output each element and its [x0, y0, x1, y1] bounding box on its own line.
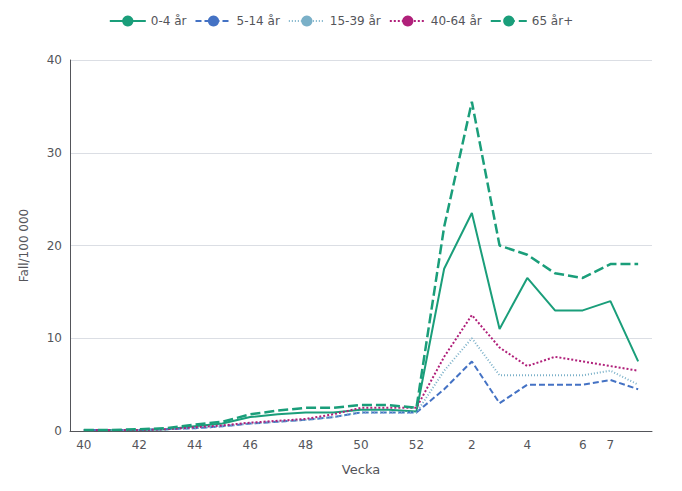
svg-text:4: 4	[523, 438, 531, 452]
svg-text:20: 20	[47, 239, 62, 253]
svg-text:40: 40	[76, 438, 91, 452]
svg-text:40-64 år: 40-64 år	[431, 14, 482, 28]
svg-text:30: 30	[47, 146, 62, 160]
svg-text:50: 50	[353, 438, 368, 452]
svg-text:15-39 år: 15-39 år	[330, 14, 381, 28]
svg-text:46: 46	[243, 438, 258, 452]
svg-text:Vecka: Vecka	[342, 462, 380, 477]
svg-text:52: 52	[409, 438, 424, 452]
svg-text:7: 7	[607, 438, 615, 452]
svg-text:10: 10	[47, 331, 62, 345]
svg-text:40: 40	[47, 53, 62, 67]
svg-text:Fall/100 000: Fall/100 000	[17, 209, 31, 283]
svg-text:44: 44	[187, 438, 202, 452]
svg-text:0: 0	[54, 424, 62, 438]
svg-text:48: 48	[298, 438, 313, 452]
svg-text:0-4 år: 0-4 år	[151, 14, 187, 28]
svg-text:2: 2	[468, 438, 476, 452]
svg-text:5-14 år: 5-14 år	[236, 14, 279, 28]
svg-text:42: 42	[132, 438, 147, 452]
svg-text:6: 6	[579, 438, 587, 452]
svg-text:65 år+: 65 år+	[532, 14, 573, 28]
